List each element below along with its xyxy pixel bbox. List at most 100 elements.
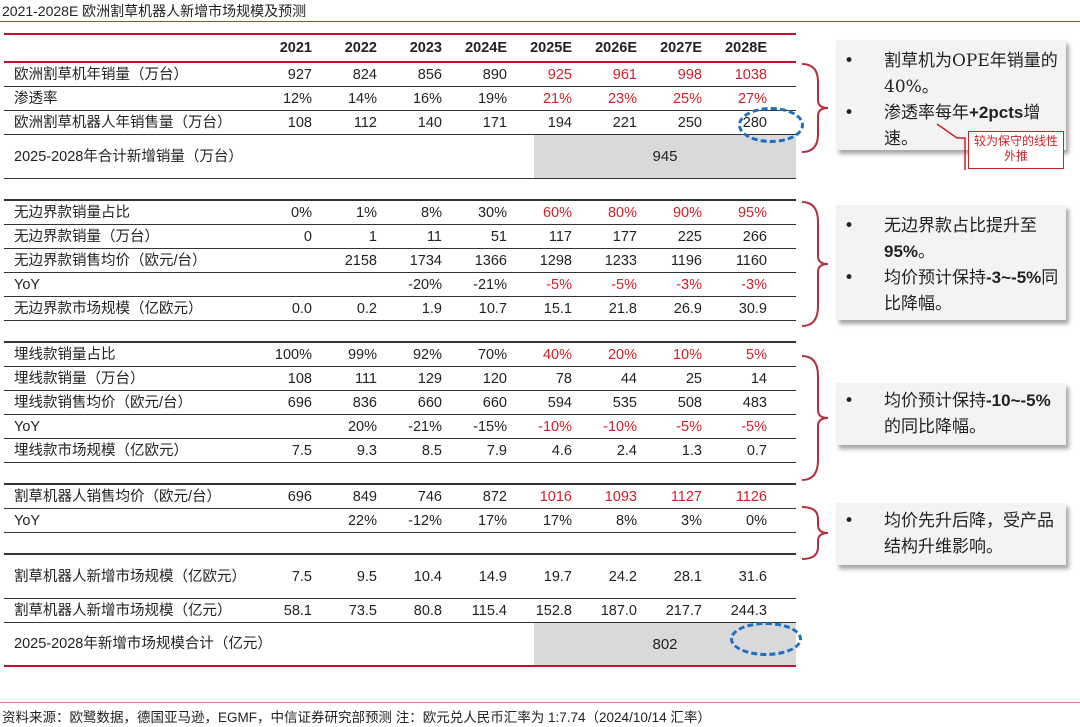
cell: 1160 — [735, 252, 767, 269]
cell: 27% — [737, 90, 767, 107]
cell: -5% — [611, 276, 637, 293]
row-label: 欧洲割草机年销量（万台） — [14, 66, 188, 83]
cell: 0% — [746, 512, 767, 529]
row-label: 埋线款市场规模（亿欧元） — [14, 442, 188, 459]
note1-bullet1: 割草机为OPE年销量的40%。 — [836, 48, 1062, 100]
cell: 117 — [548, 228, 572, 245]
cell: 0% — [291, 204, 312, 221]
cell: 40% — [542, 346, 572, 363]
year-header: 2023 — [409, 40, 442, 56]
cell: 2158 — [344, 252, 377, 269]
row-label: 割草机器人新增市场规模（亿欧元） — [14, 568, 246, 585]
table-row: 无边界款市场规模（亿欧元） 0.0 0.2 1.9 10.7 15.1 21.8 26.9 30… — [4, 297, 796, 321]
cell: 0.0 — [291, 300, 312, 317]
cell: -10% — [603, 418, 637, 435]
cell: 25% — [672, 90, 702, 107]
cell: 11 — [426, 228, 442, 245]
section-gap — [4, 463, 796, 485]
cell: 30% — [477, 204, 507, 221]
cell: 8% — [616, 512, 637, 529]
cell: 1.3 — [681, 442, 702, 459]
cell: 21% — [542, 90, 572, 107]
section-gap — [4, 533, 796, 555]
note4-bullet1: 均价先升后降，受产品结构升维影响。 — [836, 508, 1062, 560]
table-row: 割草机器人新增市场规模（亿元） 58.1 73.5 80.8 115.4 152.8 187… — [4, 599, 796, 623]
year-header: 2025E — [530, 40, 572, 56]
note-box-2: 无边界款占比提升至95%。 均价预计保持-3~-5%同比降幅。 — [836, 205, 1066, 320]
cell: 95% — [737, 204, 767, 221]
cell: 217.7 — [665, 602, 702, 619]
cell: 7.9 — [486, 442, 507, 459]
cell: 1.9 — [421, 300, 442, 317]
cell: -21% — [473, 276, 507, 293]
cell: 25 — [685, 370, 702, 387]
cell: 23% — [607, 90, 637, 107]
cell: 696 — [287, 394, 312, 411]
table-row: 埋线款销量（万台） 108 111 129 120 78 44 25 14 — [4, 367, 796, 391]
cell: 19.7 — [543, 568, 572, 585]
cell: 2.4 — [616, 442, 637, 459]
brace-section2 — [801, 201, 829, 327]
table-row: 欧洲割草机年销量（万台） 927 824 856 890 925 961 998 1038 — [4, 63, 796, 87]
cell: 849 — [352, 488, 377, 505]
cell: 1016 — [539, 488, 572, 505]
cell: 80.8 — [413, 602, 442, 619]
tag-connector — [936, 123, 966, 170]
cell: 9.3 — [356, 442, 377, 459]
cell: 80% — [607, 204, 637, 221]
cell: -5% — [676, 418, 702, 435]
cell: 92% — [412, 346, 442, 363]
cell: 7.5 — [291, 568, 312, 585]
header-row: 2021 2022 2023 2024E 2025E 2026E 2027E 2028E — [4, 35, 796, 63]
cell: 0.7 — [746, 442, 767, 459]
highlight-ellipse-244 — [730, 622, 802, 656]
row-label: 埋线款销量（万台） — [14, 370, 145, 387]
note1-bullet2: 渗透率每年+2pcts增速。 — [836, 100, 1062, 152]
year-header: 2024E — [465, 40, 507, 56]
note-box-4: 均价先升后降，受产品结构升维影响。 — [836, 503, 1066, 565]
cell: 4.6 — [551, 442, 572, 459]
cell: 250 — [677, 114, 702, 131]
row-label: 无边界款销量（万台） — [14, 228, 159, 245]
cell: 225 — [677, 228, 702, 245]
cell: 594 — [547, 394, 572, 411]
cell: 26.9 — [673, 300, 702, 317]
cell: 177 — [612, 228, 637, 245]
cell: 111 — [354, 370, 377, 387]
cell: 856 — [417, 66, 442, 83]
table-row: 无边界款销量（万台） 0 1 11 51 117 177 225 266 — [4, 225, 796, 249]
cell: 17% — [477, 512, 507, 529]
row-label: 欧洲割草机器人年销售量（万台） — [14, 114, 232, 131]
cell: 1093 — [604, 488, 637, 505]
cell: 244.3 — [730, 602, 767, 619]
cell: 10.4 — [413, 568, 442, 585]
cell: 7.5 — [291, 442, 312, 459]
cell: 1038 — [734, 66, 767, 83]
cell: 1366 — [474, 252, 507, 269]
cell: 20% — [347, 418, 377, 435]
section-gap — [4, 179, 796, 201]
brace-section4 — [801, 506, 829, 560]
cell: 535 — [612, 394, 637, 411]
cell: 108 — [287, 114, 312, 131]
cell: 58.1 — [283, 602, 312, 619]
cell: 8.5 — [421, 442, 442, 459]
cell: 221 — [612, 114, 637, 131]
cell: 24.2 — [608, 568, 637, 585]
cell: 824 — [352, 66, 377, 83]
total-value: 945 — [534, 135, 796, 178]
cell: 100% — [274, 346, 312, 363]
row-label: 无边界款销量占比 — [14, 204, 130, 221]
cell: 10% — [672, 346, 702, 363]
year-header: 2028E — [725, 40, 767, 56]
cell: 70% — [477, 346, 507, 363]
cell: 961 — [612, 66, 637, 83]
cell: 19% — [477, 90, 507, 107]
cell: 1734 — [409, 252, 442, 269]
cell: 99% — [347, 346, 377, 363]
cell: 15.1 — [543, 300, 572, 317]
cell: 890 — [482, 66, 507, 83]
cell: 28.1 — [673, 568, 702, 585]
row-label: 渗透率 — [14, 90, 58, 107]
cell: 12% — [282, 90, 312, 107]
